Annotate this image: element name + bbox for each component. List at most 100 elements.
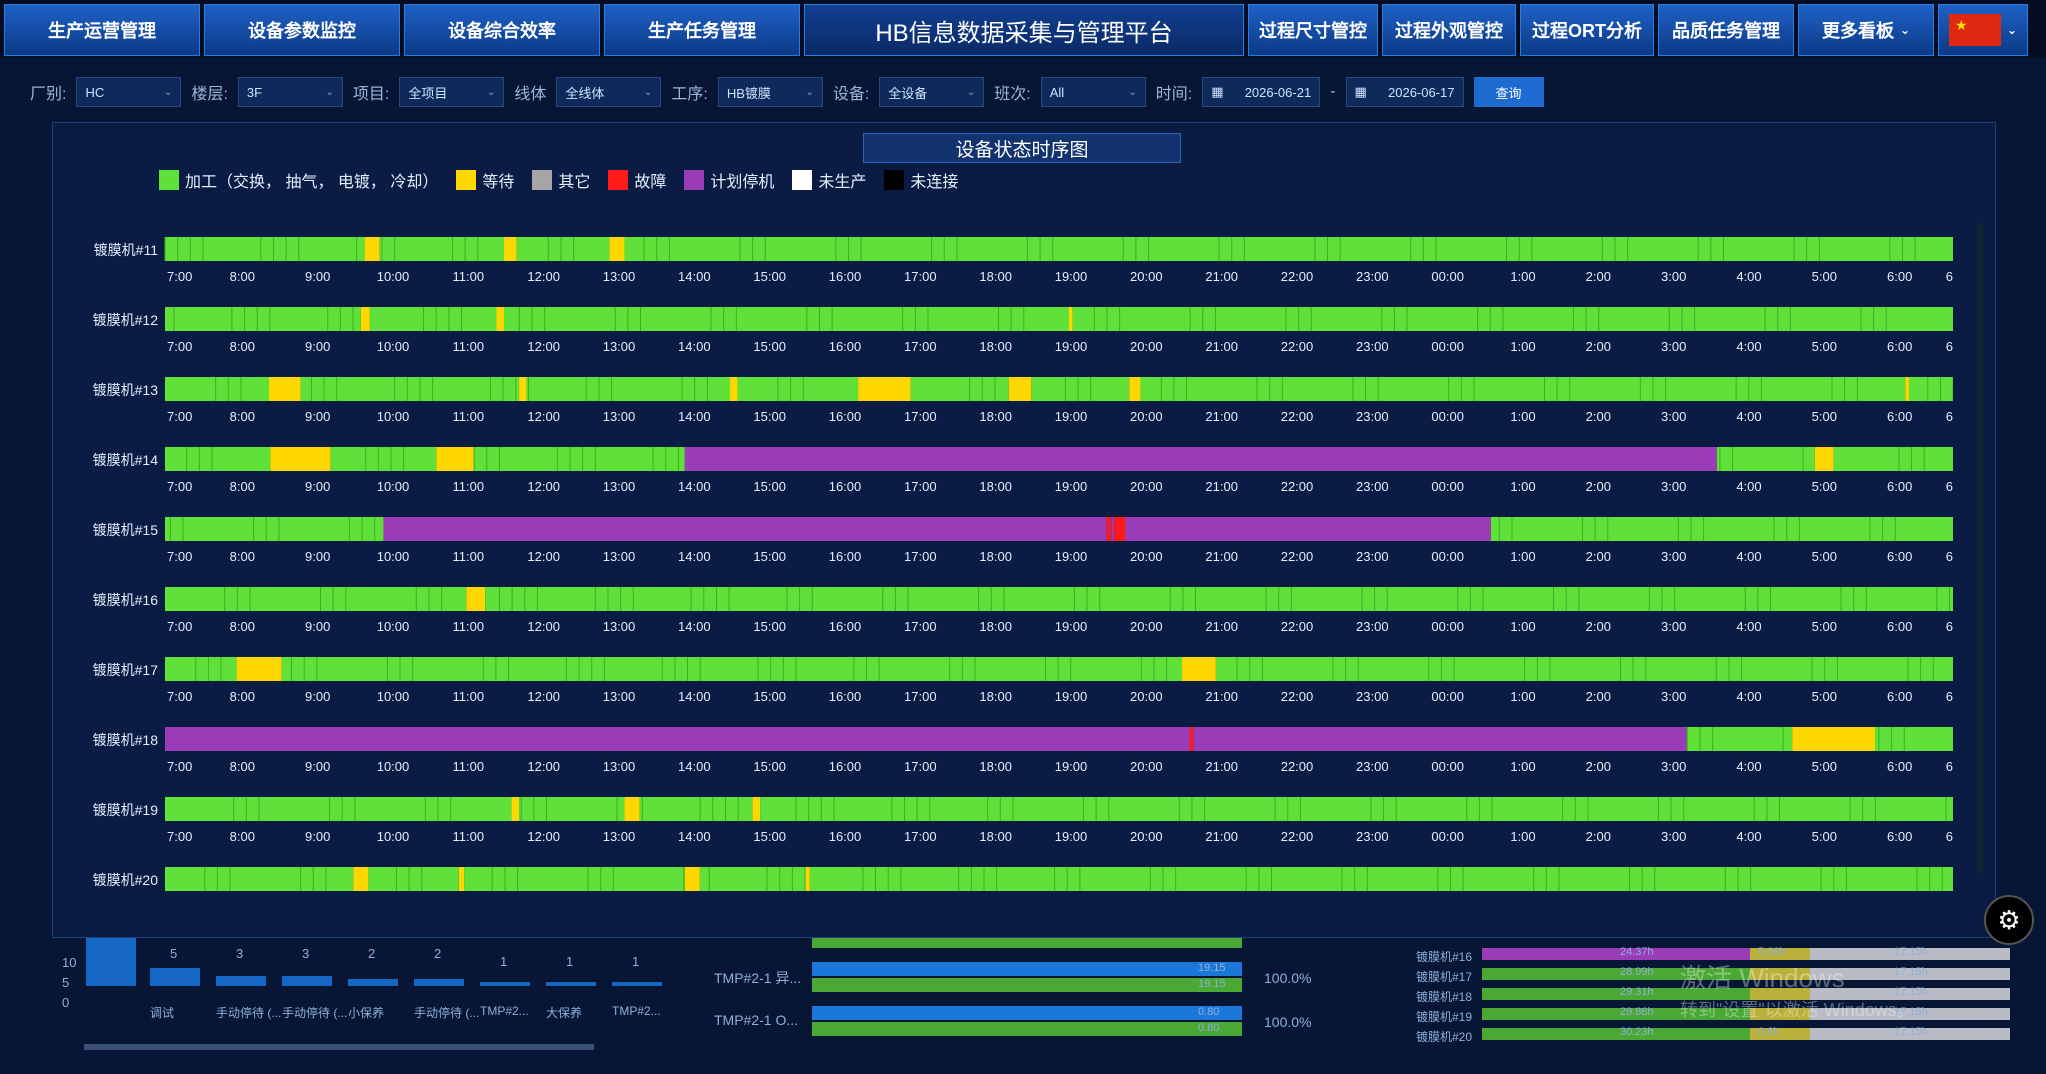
legend-swatch xyxy=(684,170,705,190)
legend-item-2[interactable]: 其它 xyxy=(532,168,590,192)
right-row-bar-b xyxy=(1750,1028,1810,1040)
filter-value: All xyxy=(1049,84,1065,100)
settings-gear-icon[interactable]: ⚙ xyxy=(1984,895,2034,945)
legend-item-6[interactable]: 未连接 xyxy=(884,168,958,192)
nav-item-2[interactable]: 设备综合效率 xyxy=(404,4,600,56)
status-segment-run xyxy=(760,797,1953,821)
status-segment-plan xyxy=(1193,727,1687,751)
nav-label: 过程ORT分析 xyxy=(1532,21,1642,41)
modal-scrollbar[interactable] xyxy=(1977,223,1983,873)
time-tick-label: 6:00 xyxy=(1887,619,1912,634)
status-segment-run xyxy=(809,867,1953,891)
pareto-value-label: 2 xyxy=(434,946,442,961)
right-row-label: 镀膜机#20 xyxy=(1416,1030,1473,1044)
time-tick-label: 10:00 xyxy=(377,829,410,844)
time-tick-label: 3:00 xyxy=(1661,339,1686,354)
nav-item-7[interactable]: 过程ORT分析 xyxy=(1520,4,1654,56)
language-flag-button[interactable]: ★ ⌄ xyxy=(1938,4,2028,56)
time-tick-label: 22:00 xyxy=(1281,409,1314,424)
time-tick-label: 20:00 xyxy=(1130,689,1163,704)
time-tick-label: 21:00 xyxy=(1205,479,1238,494)
nav-label: 过程外观管控 xyxy=(1395,21,1503,41)
time-tick-label: 22:00 xyxy=(1281,269,1314,284)
filter-select-0[interactable]: HC ⌄ xyxy=(76,77,182,107)
time-tick-label: 4:00 xyxy=(1736,759,1761,774)
status-segment-wait xyxy=(684,867,700,891)
status-segment-wait xyxy=(624,797,640,821)
time-tick-label: 14:00 xyxy=(678,829,711,844)
time-tick-label: 4:00 xyxy=(1736,339,1761,354)
status-segment-fault xyxy=(1106,517,1112,541)
nav-item-9[interactable]: 更多看板 ⌄ xyxy=(1798,4,1934,56)
time-tick-label: 11:00 xyxy=(453,759,485,774)
time-tick-label: 13:00 xyxy=(603,479,636,494)
chevron-down-icon: ⌄ xyxy=(1899,23,1911,37)
time-tick-label: 17:00 xyxy=(904,619,937,634)
time-tick-label: 21:00 xyxy=(1205,409,1238,424)
nav-item-3[interactable]: 生产任务管理 xyxy=(604,4,800,56)
legend-item-5[interactable]: 未生产 xyxy=(792,168,866,192)
tmp-value: 0.80 xyxy=(1198,1022,1220,1034)
nav-item-6[interactable]: 过程外观管控 xyxy=(1382,4,1516,56)
time-tick-label: 5:00 xyxy=(1812,829,1837,844)
nav-item-5[interactable]: 过程尺寸管控 xyxy=(1248,4,1378,56)
time-tick-label: 3:00 xyxy=(1661,689,1686,704)
time-tick-label: 15:00 xyxy=(753,759,786,774)
time-tick-label: 17:00 xyxy=(904,689,937,704)
filter-select-3[interactable]: 全线体 ⌄ xyxy=(556,77,662,107)
status-legend: 加工（交换， 抽气， 电镀， 冷却） 等待 其它 故障 计划停机 未生产 未连接 xyxy=(159,168,958,192)
time-tick-label: 6:00 xyxy=(1887,829,1912,844)
date-end-input[interactable]: ▦ 2026-06-17 xyxy=(1345,77,1464,107)
status-segment-wait xyxy=(805,867,810,891)
filter-select-5[interactable]: 全设备 ⌄ xyxy=(879,77,985,107)
time-tick-label: 20:00 xyxy=(1130,549,1163,564)
chevron-down-icon: ⌄ xyxy=(643,86,653,98)
status-segment-wait xyxy=(1814,447,1834,471)
legend-item-3[interactable]: 故障 xyxy=(608,168,666,192)
filter-select-1[interactable]: 3F ⌄ xyxy=(237,77,343,107)
status-segment-run xyxy=(1686,727,1793,751)
time-tick-label: 16:00 xyxy=(829,619,862,634)
time-tick-label: 17:00 xyxy=(904,409,937,424)
time-tick-label: 3:00 xyxy=(1661,409,1686,424)
time-tick-label: 22:00 xyxy=(1281,759,1314,774)
time-tick-label: 18:00 xyxy=(979,409,1012,424)
date-start-input[interactable]: ▦ 2026-06-21 xyxy=(1202,77,1321,107)
nav-item-1[interactable]: 设备参数监控 xyxy=(204,4,400,56)
status-segment-run xyxy=(1072,307,1953,331)
time-tick-label: 4:00 xyxy=(1736,409,1761,424)
legend-item-0[interactable]: 加工（交换， 抽气， 电镀， 冷却） xyxy=(159,168,438,192)
date-separator: - xyxy=(1330,83,1336,100)
right-row-bar-c xyxy=(1810,988,2010,1000)
time-tick-label: 15:00 xyxy=(753,479,786,494)
time-tick-label: 1:00 xyxy=(1510,619,1535,634)
status-segment-wait xyxy=(364,237,380,261)
legend-swatch xyxy=(532,170,553,190)
time-tick-label: 1:00 xyxy=(1510,759,1535,774)
status-segment-run xyxy=(300,377,520,401)
time-tick-label: 9:00 xyxy=(305,619,330,634)
time-tick-label: 3:00 xyxy=(1661,829,1686,844)
legend-item-1[interactable]: 等待 xyxy=(456,168,514,192)
filter-select-4[interactable]: HB镀膜 ⌄ xyxy=(717,77,823,107)
filter-label: 厂别: xyxy=(30,86,67,103)
legend-item-4[interactable]: 计划停机 xyxy=(684,168,774,192)
legend-label: 未连接 xyxy=(910,174,959,191)
status-segment-wait xyxy=(236,657,282,681)
time-tick-label: 15:00 xyxy=(753,269,786,284)
time-tick-label: 22:00 xyxy=(1281,479,1314,494)
time-tick-label: 12:00 xyxy=(527,689,560,704)
right-row-value-c: 17.15h xyxy=(1894,1026,1928,1038)
nav-item-8[interactable]: 品质任务管理 xyxy=(1658,4,1794,56)
time-tick-label: 9:00 xyxy=(305,689,330,704)
time-tick-label: 19:00 xyxy=(1055,269,1088,284)
filter-select-2[interactable]: 全项目 ⌄ xyxy=(399,77,505,107)
filter-label: 工序: xyxy=(671,86,708,103)
filter-select-6[interactable]: All ⌄ xyxy=(1040,77,1146,107)
time-tick-label: 22:00 xyxy=(1281,549,1314,564)
nav-item-0[interactable]: 生产运营管理 xyxy=(4,4,200,56)
right-row-value-a: 29.31h xyxy=(1620,986,1654,998)
time-tick-label: 9:00 xyxy=(305,339,330,354)
query-button[interactable]: 查询 xyxy=(1473,77,1544,107)
time-tick-label: 8:00 xyxy=(230,689,255,704)
